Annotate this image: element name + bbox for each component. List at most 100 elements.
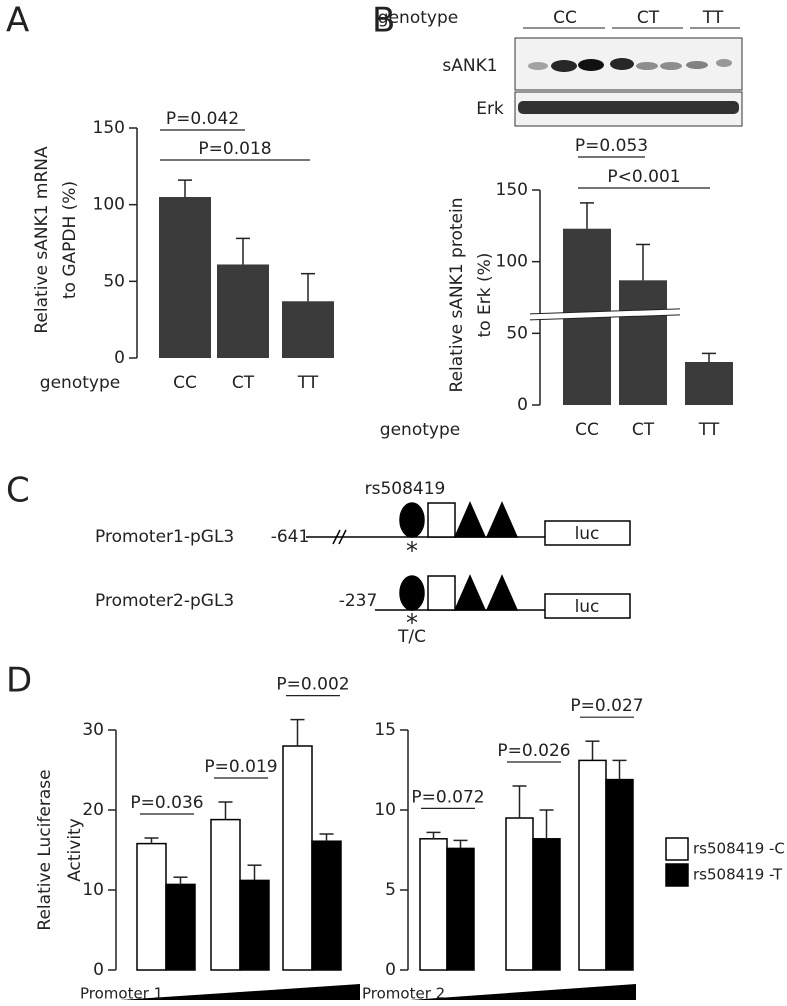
y-tick-label: 50 — [103, 271, 125, 291]
x-tick-label: CC — [173, 373, 197, 393]
x-axis-label: Promoter 1 — [80, 985, 163, 1003]
construct-start: -237 — [339, 591, 378, 611]
error-bar — [247, 864, 262, 881]
y-tick-label: 0 — [385, 960, 396, 980]
error-bar — [178, 179, 192, 197]
error-bar — [580, 202, 594, 229]
construct-name: Promoter2-pGL3 — [95, 591, 234, 611]
bar — [239, 879, 270, 971]
bar — [136, 842, 167, 971]
snp-marker: * — [406, 609, 418, 637]
y-tick-label: 100 — [496, 252, 528, 272]
error-bar — [453, 839, 468, 849]
y-axis-label: Relative sANK1 mRNA — [32, 146, 52, 334]
bar — [532, 838, 561, 971]
x-tick-label: TT — [297, 373, 319, 393]
dose-wedge — [120, 984, 360, 1000]
blot-lane-label: TT — [702, 8, 724, 28]
dose-wedge — [410, 984, 636, 1000]
error-bar — [301, 272, 315, 302]
bar — [578, 759, 607, 971]
y-axis-label: Relative Luciferase — [35, 769, 55, 930]
p-value: P=0.036 — [130, 793, 203, 813]
y-tick-label: 0 — [517, 395, 528, 415]
x-tick-label: CT — [632, 420, 655, 440]
bar — [159, 197, 211, 358]
bar — [505, 817, 534, 971]
y-axis-label: to Erk (%) — [475, 253, 495, 338]
p-value: P=0.026 — [497, 741, 570, 761]
construct-name: Promoter1-pGL3 — [95, 527, 234, 547]
y-tick-label: 150 — [93, 118, 125, 138]
error-bar — [290, 718, 305, 746]
bar — [619, 280, 667, 405]
error-bar — [236, 237, 250, 265]
bar — [210, 818, 241, 971]
bar — [282, 301, 334, 358]
y-tick-label: 20 — [82, 800, 104, 820]
bar — [446, 847, 475, 971]
construct-diagram — [306, 501, 631, 619]
x-tick-label: TT — [698, 420, 720, 440]
p-value: P=0.072 — [411, 787, 484, 807]
blot-row-label: Erk — [476, 99, 504, 119]
error-bar — [144, 837, 159, 844]
error-bar — [512, 785, 527, 818]
y-tick-label: 50 — [506, 323, 528, 343]
y-tick-label: 30 — [82, 720, 104, 740]
error-bar — [585, 740, 600, 761]
bar — [419, 838, 448, 971]
y-tick-label: 15 — [374, 720, 396, 740]
y-axis-label: to GAPDH (%) — [60, 181, 80, 299]
x-tick-label: CC — [575, 420, 599, 440]
p-value: P=0.018 — [198, 139, 271, 159]
bar — [282, 745, 313, 971]
legend-swatch — [665, 863, 689, 887]
p-value: P<0.001 — [607, 167, 680, 187]
axis-break-line — [529, 314, 681, 321]
blot-lane-label: CC — [553, 8, 577, 28]
y-tick-label: 10 — [82, 880, 104, 900]
blot — [514, 37, 743, 127]
bar — [165, 883, 196, 971]
x-axis-label: genotype — [40, 373, 120, 393]
axis-break — [530, 308, 680, 320]
panel-letter: B — [372, 1, 395, 41]
panel-letter: D — [6, 661, 32, 701]
x-axis-label: genotype — [380, 420, 460, 440]
bar — [217, 264, 269, 358]
bar — [605, 778, 634, 971]
p-value: P=0.042 — [166, 109, 239, 129]
error-bar — [539, 809, 554, 839]
y-tick-label: 10 — [374, 800, 396, 820]
panel-letter: A — [6, 1, 29, 41]
construct-start: -641 — [271, 527, 310, 547]
error-bar — [636, 243, 650, 281]
snp-marker: * — [406, 537, 418, 565]
legend-label: rs508419 -C — [693, 840, 785, 858]
x-axis-label: Promoter 2 — [362, 985, 445, 1003]
y-tick-label: 150 — [496, 180, 528, 200]
snp-label: rs508419 — [365, 479, 446, 499]
y-tick-label: 0 — [93, 960, 104, 980]
panel-letter: C — [6, 471, 30, 511]
error-bar — [702, 352, 716, 362]
blot-lane-label: CT — [637, 8, 660, 28]
error-bar — [612, 759, 627, 780]
bar — [685, 362, 733, 405]
p-value: P=0.019 — [204, 757, 277, 777]
p-value: P=0.027 — [570, 696, 643, 716]
p-value: P=0.053 — [575, 136, 648, 156]
reporter: luc — [575, 524, 600, 544]
blot-genotype-label: genotype — [378, 8, 458, 28]
reporter: luc — [575, 597, 600, 617]
bands — [518, 58, 739, 114]
bar — [311, 840, 342, 971]
y-tick-label: 5 — [385, 880, 396, 900]
legend-swatch — [665, 837, 689, 861]
y-axis-label: Activity — [65, 818, 85, 882]
allele: T/C — [397, 627, 426, 647]
y-tick-label: 0 — [114, 348, 125, 368]
axis-break-line — [529, 308, 681, 315]
